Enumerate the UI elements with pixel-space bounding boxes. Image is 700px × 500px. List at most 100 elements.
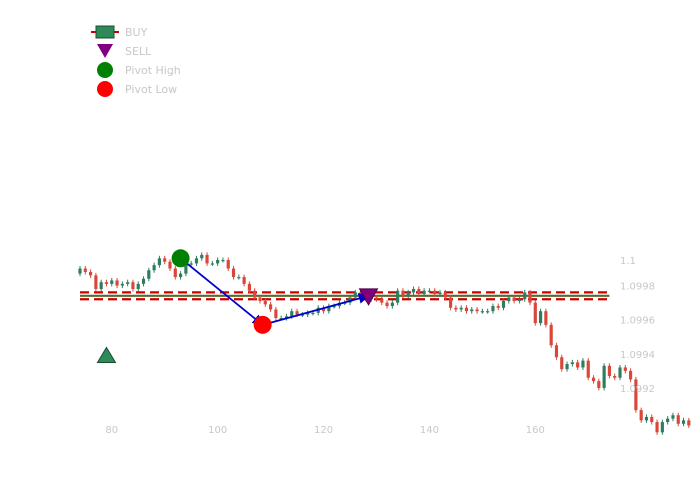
candle <box>464 305 469 314</box>
candle-body <box>539 311 543 324</box>
candle <box>411 286 416 295</box>
horizontal-levels <box>80 291 610 301</box>
y-tick-label: 1.0998 <box>620 282 655 293</box>
candle-body <box>179 273 183 278</box>
candle <box>475 306 479 314</box>
candle <box>163 255 167 265</box>
candle-body <box>374 297 379 300</box>
candle-body <box>507 297 511 301</box>
candle-body <box>173 268 177 278</box>
candle <box>517 296 521 304</box>
candle-body <box>597 381 601 388</box>
candle-body <box>290 311 294 317</box>
candle <box>523 289 527 302</box>
candle <box>406 289 410 299</box>
candle-body <box>570 362 574 365</box>
candle-body <box>554 345 559 358</box>
candle <box>401 288 405 299</box>
candle <box>173 266 177 280</box>
candle-body <box>427 290 431 292</box>
candle <box>321 305 326 314</box>
candle <box>274 306 278 321</box>
candle <box>374 295 379 302</box>
candle-body <box>269 304 273 310</box>
candle-body <box>279 318 283 320</box>
candle-body <box>115 280 119 286</box>
candle-body <box>247 283 251 291</box>
candle <box>120 281 124 289</box>
candle-body <box>613 376 617 378</box>
candle <box>89 269 93 278</box>
legend-entry: Pivot Low <box>97 81 177 97</box>
candle <box>449 295 453 311</box>
candle-body <box>533 302 537 324</box>
candle-body <box>311 312 315 315</box>
candle <box>681 417 686 427</box>
candle <box>104 279 109 287</box>
candle <box>597 378 601 391</box>
candle-body <box>475 309 479 312</box>
candle <box>242 274 246 287</box>
candle-body <box>321 307 326 312</box>
candle <box>390 300 394 309</box>
candle <box>433 288 437 297</box>
candle-body <box>650 416 654 423</box>
candle-body <box>258 297 262 301</box>
candle <box>629 368 633 382</box>
candle <box>427 288 431 294</box>
candle <box>147 267 151 282</box>
candle-body <box>607 365 611 376</box>
candle-body <box>512 297 516 301</box>
legend-label: SELL <box>125 45 152 58</box>
candle <box>258 295 262 304</box>
candle <box>152 262 156 273</box>
candle-body <box>491 306 495 312</box>
candle-body <box>454 307 458 310</box>
candle-body <box>623 367 627 371</box>
candle <box>480 308 484 314</box>
candle <box>549 322 553 348</box>
candle-body <box>618 367 622 378</box>
candle-body <box>449 297 453 308</box>
candle <box>554 342 559 360</box>
candle <box>168 259 172 272</box>
candle-body <box>274 309 278 318</box>
candle-body <box>422 290 426 295</box>
candle-body <box>576 362 580 368</box>
candle-body <box>629 370 633 380</box>
x-tick-label: 120 <box>314 425 333 436</box>
candle-body <box>237 277 241 279</box>
candle <box>539 308 543 326</box>
legend-pivot-low-icon <box>97 81 113 97</box>
candle-body <box>586 360 590 378</box>
candle-body <box>242 277 246 284</box>
candle <box>602 363 606 391</box>
candle <box>83 266 87 275</box>
candle-body <box>687 420 691 426</box>
candle-body <box>396 290 400 303</box>
x-tick-label: 100 <box>208 425 227 436</box>
candle-body <box>433 290 437 295</box>
candle-body <box>549 324 553 346</box>
candle-body <box>141 278 146 284</box>
y-tick-label: 1.1 <box>620 256 636 267</box>
candle-body <box>639 410 643 421</box>
candle <box>607 363 611 379</box>
candle-body <box>671 415 675 419</box>
candle-body <box>544 311 548 325</box>
candle-body <box>560 357 564 370</box>
candle-body <box>152 265 156 271</box>
candle-body <box>438 292 442 295</box>
candle <box>136 281 140 292</box>
candle <box>327 303 331 314</box>
candle-body <box>443 292 447 298</box>
legend-pivot-high-icon <box>97 62 113 78</box>
candle <box>157 255 161 268</box>
candle-body <box>110 280 114 284</box>
candle <box>496 303 500 311</box>
candle <box>189 260 193 266</box>
candle-body <box>681 420 686 424</box>
x-tick-label: 80 <box>105 425 118 436</box>
candle-body <box>676 415 680 424</box>
